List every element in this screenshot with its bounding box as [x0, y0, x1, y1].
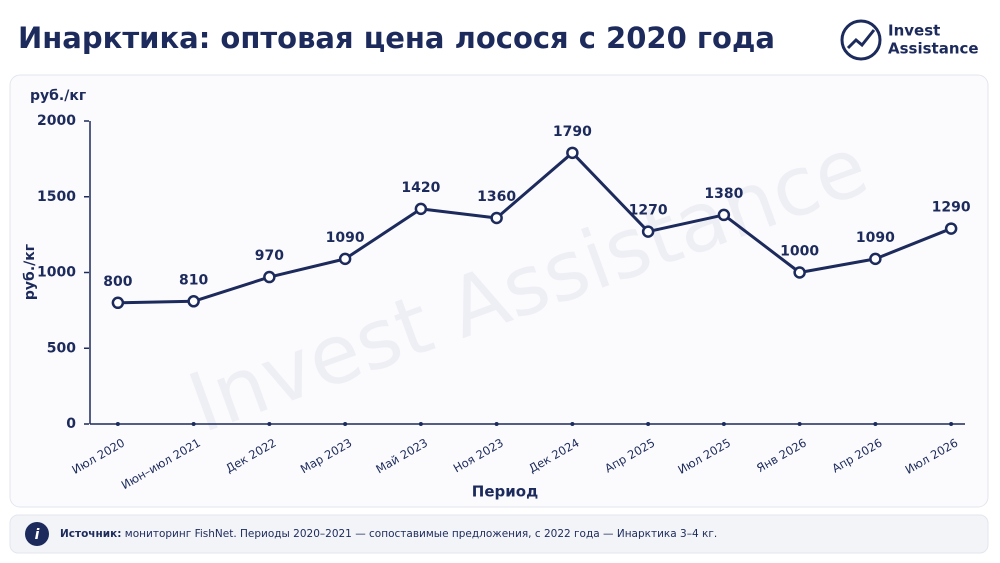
data-label: 800	[103, 274, 132, 290]
source-text: мониторинг FishNet. Периоды 2020–2021 — …	[121, 528, 717, 540]
logo-ring	[840, 19, 882, 61]
y-tick-label: 500	[47, 340, 76, 356]
data-label: 1290	[932, 200, 971, 216]
x-tick	[646, 422, 651, 426]
brand-line: Assistance	[888, 40, 979, 58]
point	[869, 252, 882, 266]
y-tick-label: 2000	[37, 113, 76, 129]
x-tick	[418, 422, 423, 426]
x-tick	[191, 422, 196, 426]
x-tick	[797, 422, 802, 426]
logo: Invest Assistance	[840, 19, 979, 61]
data-label: 1000	[780, 244, 819, 260]
x-axis-title: Период	[472, 483, 538, 501]
x-tick	[570, 422, 575, 426]
x-tick	[721, 422, 726, 426]
x-tick	[949, 422, 954, 426]
point	[490, 211, 503, 225]
data-label: 1380	[704, 186, 743, 202]
data-label: 970	[255, 248, 284, 264]
data-label: 1420	[401, 180, 440, 196]
data-label: 1360	[477, 189, 516, 205]
point	[338, 252, 352, 266]
y-tick-label: 1000	[37, 265, 76, 281]
info-icon	[25, 522, 49, 546]
x-tick	[115, 422, 120, 426]
point	[793, 266, 806, 279]
data-label: 1090	[856, 230, 895, 246]
y-axis-title: руб./кг	[22, 244, 38, 300]
point	[641, 225, 655, 238]
unit-label: руб./кг	[30, 88, 86, 104]
x-tick	[873, 422, 878, 426]
source-label: Источник:	[60, 528, 121, 540]
x-tick	[343, 422, 348, 426]
data-label: 1790	[553, 124, 592, 140]
point	[187, 295, 200, 308]
chart-title: Инарктика: оптовая цена лосося с 2020 го…	[18, 21, 775, 55]
data-label: 1090	[326, 230, 365, 246]
footer	[9, 514, 989, 554]
info-icon-glyph: i	[35, 527, 40, 543]
chart-panel	[9, 74, 989, 508]
line	[117, 151, 952, 305]
y-tick-label: 1500	[37, 189, 76, 205]
point	[414, 202, 428, 216]
x-tick	[267, 422, 272, 426]
source-note: Источник: мониторинг FishNet. Периоды 20…	[60, 528, 717, 540]
point	[717, 208, 731, 222]
y-tick-label: 0	[66, 416, 76, 432]
brand-line: Invest	[888, 22, 940, 40]
logo-arrow	[846, 29, 876, 50]
point	[263, 270, 276, 284]
point	[111, 296, 125, 310]
data-label: 1270	[629, 203, 668, 219]
point	[944, 222, 958, 235]
x-tick	[494, 422, 499, 426]
point	[566, 146, 579, 160]
data-label: 810	[179, 272, 208, 288]
